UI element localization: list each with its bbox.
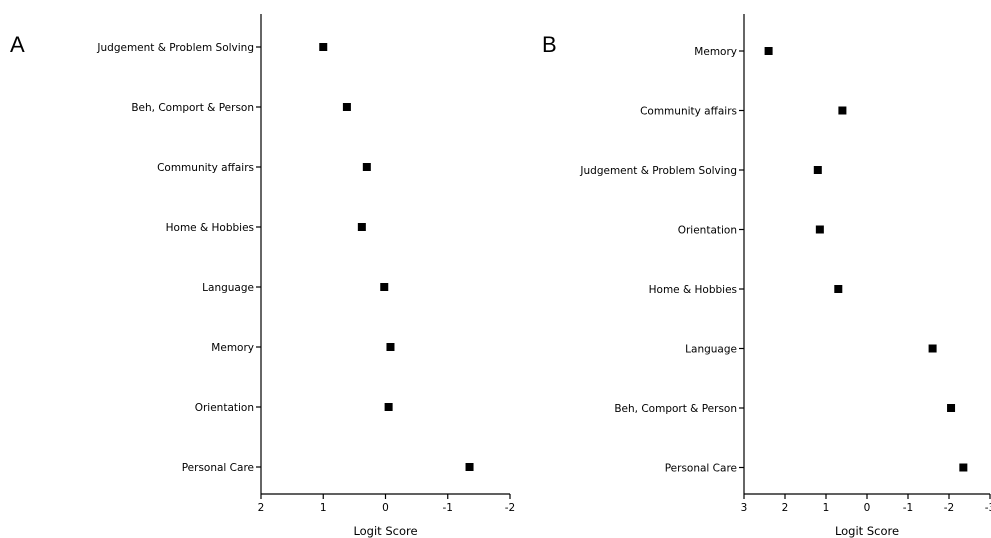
x-tick-label: 0 [864,502,871,514]
data-point [386,343,395,351]
x-tick-label: 1 [320,502,327,514]
y-tick-label: Language [685,344,737,356]
data-point [465,463,474,471]
data-point [928,344,937,353]
data-point [959,463,968,472]
data-point [342,103,351,111]
data-point [319,43,328,51]
data-point [947,404,956,412]
y-tick-label: Judgement & Problem Solving [96,42,254,54]
data-point [357,223,366,231]
y-tick-label: Orientation [678,225,737,237]
data-point [362,163,371,171]
panel-label: A [10,32,25,57]
x-tick-label: -1 [443,502,453,514]
data-point [815,225,824,234]
x-tick-label: 3 [741,502,748,514]
data-point [838,106,847,115]
y-tick-label: Personal Care [665,463,737,475]
x-tick-label: 2 [782,502,789,514]
data-point [834,285,843,293]
y-tick-label: Home & Hobbies [166,222,254,234]
y-tick-label: Community affairs [157,162,254,174]
x-tick-label: 0 [382,502,389,514]
y-tick-label: Orientation [195,402,254,414]
data-point [384,403,393,411]
y-tick-label: Judgement & Problem Solving [579,165,737,177]
y-tick-label: Beh, Comport & Person [131,102,254,114]
y-tick-label: Language [202,282,254,294]
data-point [764,47,773,55]
y-tick-label: Community affairs [640,106,737,118]
x-tick-label: 1 [823,502,830,514]
data-point [380,283,389,291]
x-tick-label: -2 [505,502,515,514]
y-tick-label: Beh, Comport & Person [614,403,737,415]
panel-a: A Judgement & Problem Solving Beh, Comport… [10,14,515,538]
y-tick-label: Memory [694,46,737,58]
data-point [813,166,822,174]
y-tick-label: Home & Hobbies [649,284,737,296]
y-tick-label: Memory [211,342,254,354]
y-tick-label: Personal Care [182,462,254,474]
x-tick-label: -3 [985,502,991,514]
x-axis-title: Logit Score [835,524,899,538]
x-axis-title: Logit Score [353,524,417,538]
x-tick-label: 2 [258,502,265,514]
x-tick-label: -2 [944,502,954,514]
x-tick-label: -1 [903,502,913,514]
panel-b: B Memory Community affairs Judgement & Prob… [542,14,991,538]
panel-label: B [542,32,557,57]
